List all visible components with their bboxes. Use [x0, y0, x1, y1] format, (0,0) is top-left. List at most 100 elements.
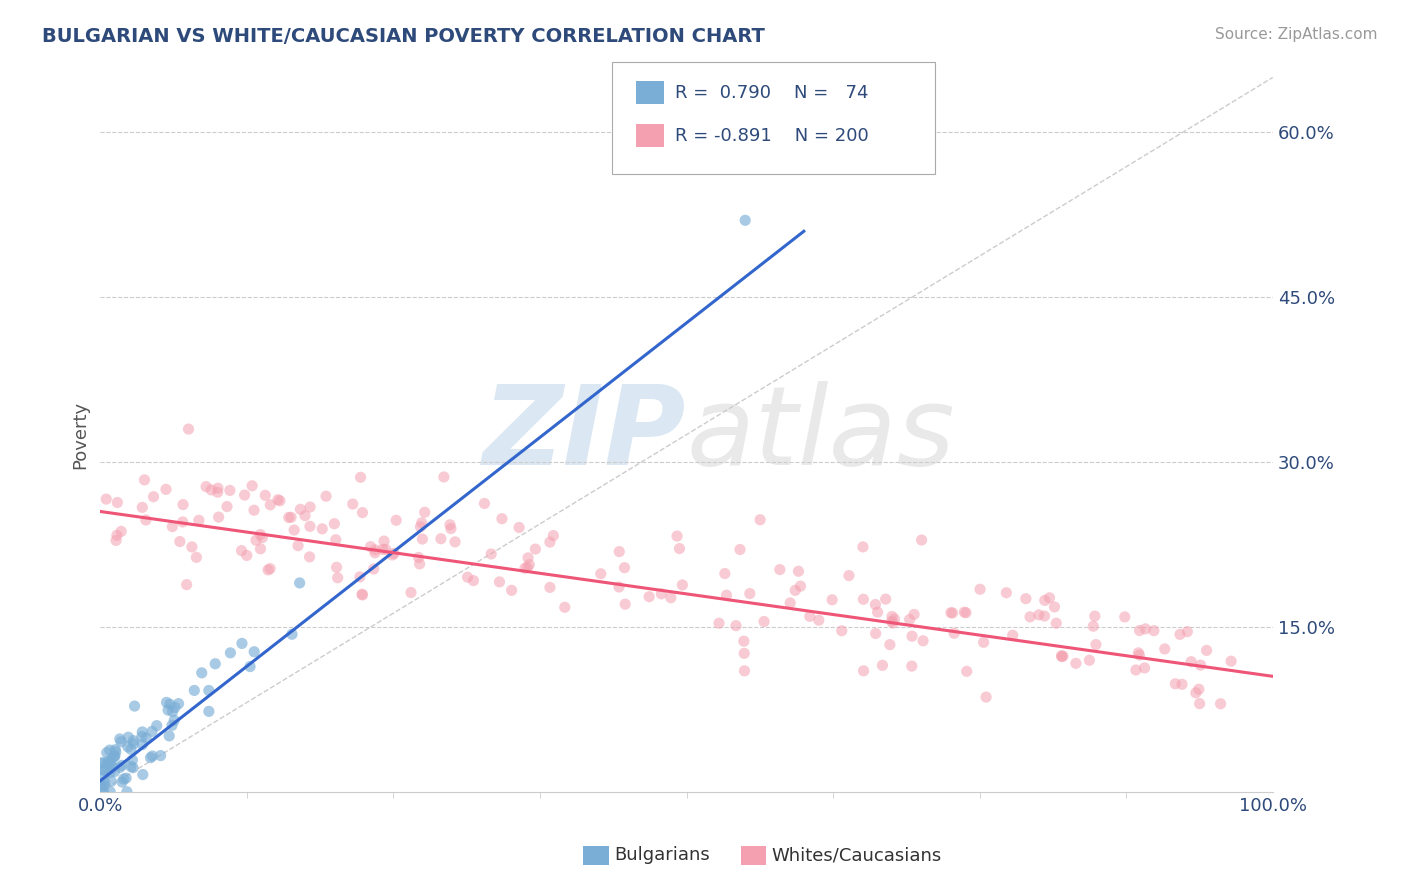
Point — [349, 470, 371, 484]
Point — [91, 756, 114, 770]
Point — [122, 737, 145, 751]
Point — [352, 588, 374, 602]
Point — [408, 557, 430, 571]
Point — [821, 592, 844, 607]
Point — [149, 748, 172, 763]
Point — [1175, 624, 1198, 639]
Point — [1028, 607, 1050, 622]
Point — [491, 512, 513, 526]
Text: R = -0.891    N = 200: R = -0.891 N = 200 — [675, 127, 869, 145]
Point — [479, 547, 502, 561]
Point — [122, 733, 145, 747]
Point — [734, 664, 756, 678]
Point — [733, 634, 755, 648]
Point — [163, 713, 186, 727]
Point — [733, 646, 755, 660]
Point — [941, 606, 963, 620]
Point — [311, 522, 333, 536]
Point — [287, 539, 309, 553]
Point — [995, 586, 1018, 600]
Point — [659, 591, 682, 605]
Point — [281, 627, 304, 641]
Point — [326, 571, 349, 585]
Point — [290, 502, 312, 516]
Point — [159, 698, 181, 712]
Point — [124, 699, 146, 714]
Point — [207, 481, 229, 495]
Point — [110, 524, 132, 539]
Point — [382, 546, 405, 560]
Point — [1220, 654, 1243, 668]
Point — [1188, 697, 1211, 711]
Point — [785, 583, 807, 598]
Point — [231, 543, 253, 558]
Point — [901, 629, 924, 643]
Point — [439, 517, 461, 532]
Text: Source: ZipAtlas.com: Source: ZipAtlas.com — [1215, 27, 1378, 42]
Point — [1189, 658, 1212, 673]
Point — [1180, 655, 1202, 669]
Point — [135, 731, 157, 745]
Point — [96, 746, 118, 760]
Point — [852, 592, 875, 607]
Point — [104, 742, 127, 756]
Point — [162, 519, 184, 533]
Point — [325, 560, 347, 574]
Point — [101, 759, 124, 773]
Point — [865, 598, 887, 612]
Point — [912, 633, 935, 648]
Point — [190, 665, 212, 680]
Point — [111, 758, 134, 772]
Point — [371, 542, 394, 557]
Point — [1114, 610, 1136, 624]
Point — [91, 778, 114, 792]
Point — [121, 753, 143, 767]
Point — [409, 520, 432, 534]
Point — [381, 548, 404, 562]
Point — [1050, 648, 1073, 663]
Point — [1078, 653, 1101, 667]
Point — [974, 690, 997, 704]
Point — [457, 570, 479, 584]
Point — [866, 605, 889, 619]
Point — [98, 785, 121, 799]
Point — [131, 725, 153, 739]
Point — [325, 533, 347, 547]
Point — [953, 605, 976, 619]
Point — [108, 731, 131, 746]
Point — [613, 560, 636, 574]
Point — [939, 606, 962, 620]
Point — [139, 750, 162, 764]
Point — [516, 560, 538, 574]
Point — [787, 564, 810, 578]
Point — [440, 522, 463, 536]
Point — [517, 550, 540, 565]
Point — [299, 500, 322, 514]
Point — [749, 513, 772, 527]
Point — [90, 756, 112, 771]
Point — [98, 757, 121, 772]
Text: atlas: atlas — [686, 381, 955, 488]
Point — [231, 636, 253, 650]
Point — [373, 534, 395, 549]
Point — [538, 535, 561, 549]
Point — [360, 540, 382, 554]
Point — [167, 697, 190, 711]
Point — [543, 528, 565, 542]
Point — [900, 659, 922, 673]
Point — [104, 748, 127, 763]
Point — [1043, 599, 1066, 614]
Point — [245, 533, 267, 548]
Point — [122, 761, 145, 775]
Point — [294, 508, 316, 523]
Point — [714, 566, 737, 581]
Point — [1153, 641, 1175, 656]
Point — [177, 422, 200, 436]
Point — [1133, 661, 1156, 675]
Point — [350, 587, 373, 601]
Point — [132, 767, 155, 781]
Point — [607, 544, 630, 558]
Point — [157, 729, 180, 743]
Point — [204, 657, 226, 671]
Point — [111, 775, 134, 789]
